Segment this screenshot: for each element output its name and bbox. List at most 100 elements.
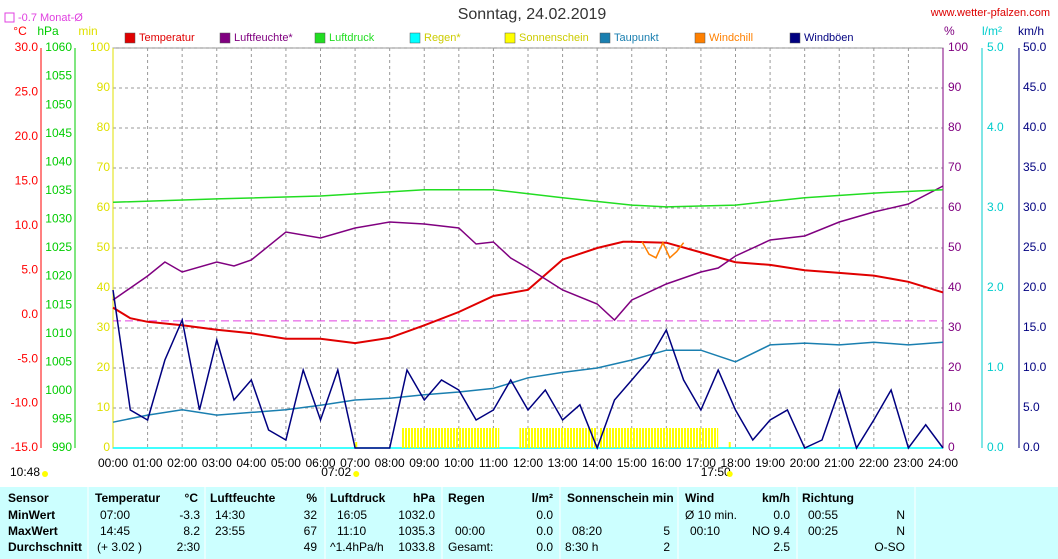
y-tick-label: 1035 [45,183,72,197]
legend-label: Sonnenschein [519,32,589,44]
y-tick-label: 4.0 [987,120,1004,134]
legend-label: Temperatur [139,32,195,44]
y-tick-label: 995 [52,412,72,426]
sun-label: 17:50 [701,465,731,479]
sun-dot [353,471,360,477]
table-cell: 07:00 [100,508,130,522]
table-cell: Gesamt: [448,540,493,554]
table-cell: (+ 3.02 ) [97,540,142,554]
table-header: Sensor [8,491,49,505]
table-header: Luftdruck [330,491,386,505]
axis-unit: min [78,24,97,38]
y-tick-label: 40 [97,280,111,294]
table-cell: 00:55 [808,508,838,522]
table-header: Wind [685,491,714,505]
reference-label: -0.7 Monat-Ø [18,12,83,24]
y-tick-label: 60 [948,200,962,214]
table-cell: 14:45 [100,524,130,538]
y-tick-label: 5.0 [987,40,1004,54]
x-tick-label: 21:00 [824,456,854,470]
axis-unit: l/m² [982,24,1002,38]
y-tick-label: 20.0 [1023,280,1047,294]
series-line [112,240,944,345]
axis-unit: hPa [37,24,59,38]
y-tick-label: 50.0 [1023,40,1047,54]
y-tick-label: 30 [948,320,962,334]
legend-label: Regen* [424,32,461,44]
table-cell: 1032.0 [398,508,435,522]
y-tick-label: 0.0 [21,307,38,321]
sunshine-bar [519,428,598,448]
x-tick-label: 12:00 [513,456,543,470]
axis-unit: km/h [1018,24,1044,38]
y-tick-label: 1040 [45,154,72,168]
series-line [112,341,944,423]
table-cell: Durchschnitt [8,540,82,554]
legend-label: Windchill [709,32,753,44]
table-header: l/m² [532,491,553,505]
table-cell: 0.0 [536,540,553,554]
table-header: km/h [762,491,790,505]
x-tick-label: 13:00 [548,456,578,470]
table-cell: 0.0 [536,524,553,538]
table-cell: 14:30 [215,508,245,522]
legend-swatch [789,32,801,44]
table-background [0,487,1058,559]
y-tick-label: 0.0 [987,440,1004,454]
y-tick-label: 60 [97,200,111,214]
y-tick-label: 1030 [45,212,72,226]
y-tick-label: 1020 [45,269,72,283]
x-tick-label: 16:00 [651,456,681,470]
chart-title: Sonntag, 24.02.2019 [458,6,607,23]
table-header: Luftfeuchte [210,491,276,505]
table-header: Sonnenschein min [567,491,674,505]
table-cell: 8.2 [183,524,200,538]
y-tick-label: 5.0 [1023,400,1040,414]
legend-swatch [504,32,516,44]
legend-swatch [314,32,326,44]
table-cell: 1035.3 [398,524,435,538]
table-cell: ^1.4hPa/h [330,540,384,554]
y-tick-label: 40.0 [1023,120,1047,134]
reference-legend-box [4,12,15,23]
table-cell: 11:10 [337,524,366,538]
legend-swatch [124,32,136,44]
table-cell: 67 [304,524,318,538]
legend-label: Windböen [804,32,854,44]
x-tick-label: 10:00 [444,456,474,470]
y-tick-label: 1015 [45,297,72,311]
x-tick-label: 24:00 [928,456,958,470]
table-cell: 00:25 [808,524,838,538]
x-tick-label: 09:00 [409,456,439,470]
y-tick-label: -5.0 [17,351,38,365]
y-tick-label: 2.0 [987,280,1004,294]
table-cell: 0.0 [536,508,553,522]
x-tick-label: 23:00 [893,456,923,470]
y-tick-label: 20.0 [15,129,39,143]
y-tick-label: 10.0 [15,218,39,232]
x-tick-label: 07:00 [340,456,370,470]
table-cell: 8:30 h [565,540,598,554]
y-tick-label: 30.0 [15,40,39,54]
x-tick-label: 01:00 [133,456,163,470]
x-tick-label: 05:00 [271,456,301,470]
y-tick-label: 1005 [45,354,72,368]
y-tick-label: 1025 [45,240,72,254]
y-tick-label: 1055 [45,69,72,83]
sun-dot [726,471,733,477]
y-tick-label: 10 [948,400,962,414]
axis-unit: % [944,24,955,38]
table-header: hPa [413,491,435,505]
series-line [112,185,944,322]
y-tick-label: 80 [97,120,111,134]
legend-swatch [694,32,706,44]
x-tick-label: 20:00 [790,456,820,470]
legend-swatch [219,32,231,44]
x-tick-label: 06:00 [305,456,335,470]
table-cell: 00:00 [455,524,485,538]
table-cell: N [896,508,905,522]
x-tick-label: 00:00 [98,456,128,470]
series-line [112,188,944,208]
y-tick-label: 15.0 [15,174,39,188]
sun-dot [42,471,48,477]
